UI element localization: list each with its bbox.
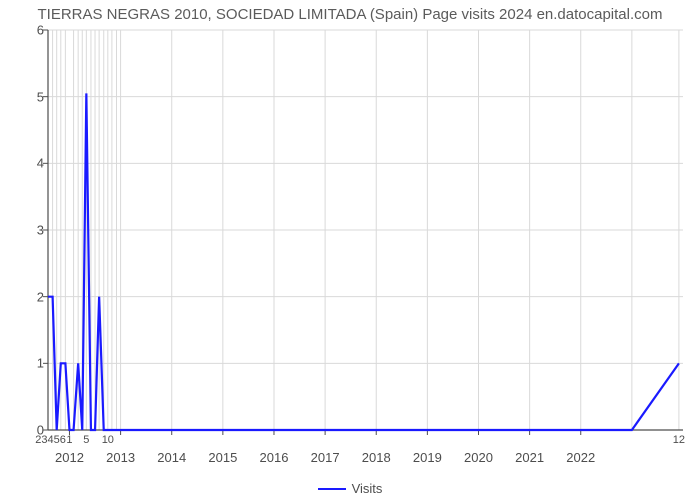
x-major-tick: 2014 xyxy=(157,450,186,465)
legend: Visits xyxy=(0,481,700,496)
x-major-tick: 2020 xyxy=(464,450,493,465)
x-minor-tick: 10 xyxy=(102,434,114,446)
legend-swatch xyxy=(318,488,346,490)
y-tick: 6 xyxy=(37,23,44,38)
x-minor-tick: 23456 xyxy=(35,434,66,446)
chart-title: TIERRAS NEGRAS 2010, SOCIEDAD LIMITADA (… xyxy=(0,6,700,23)
x-major-tick: 2012 xyxy=(55,450,84,465)
x-minor-tick: 5 xyxy=(83,434,89,446)
legend-label: Visits xyxy=(352,481,383,496)
x-major-tick: 2022 xyxy=(566,450,595,465)
y-tick: 2 xyxy=(37,289,44,304)
x-minor-tick: 12 xyxy=(673,434,685,446)
x-minor-tick: 1 xyxy=(66,434,72,446)
x-major-tick: 2021 xyxy=(515,450,544,465)
y-tick: 4 xyxy=(37,156,44,171)
x-major-tick: 2017 xyxy=(311,450,340,465)
x-major-tick: 2013 xyxy=(106,450,135,465)
y-tick: 5 xyxy=(37,89,44,104)
plot-area xyxy=(48,30,683,430)
chart-svg xyxy=(48,30,683,430)
x-major-tick: 2015 xyxy=(208,450,237,465)
x-major-tick: 2016 xyxy=(260,450,289,465)
x-major-tick: 2018 xyxy=(362,450,391,465)
y-tick: 1 xyxy=(37,356,44,371)
x-major-tick: 2019 xyxy=(413,450,442,465)
y-tick: 3 xyxy=(37,223,44,238)
